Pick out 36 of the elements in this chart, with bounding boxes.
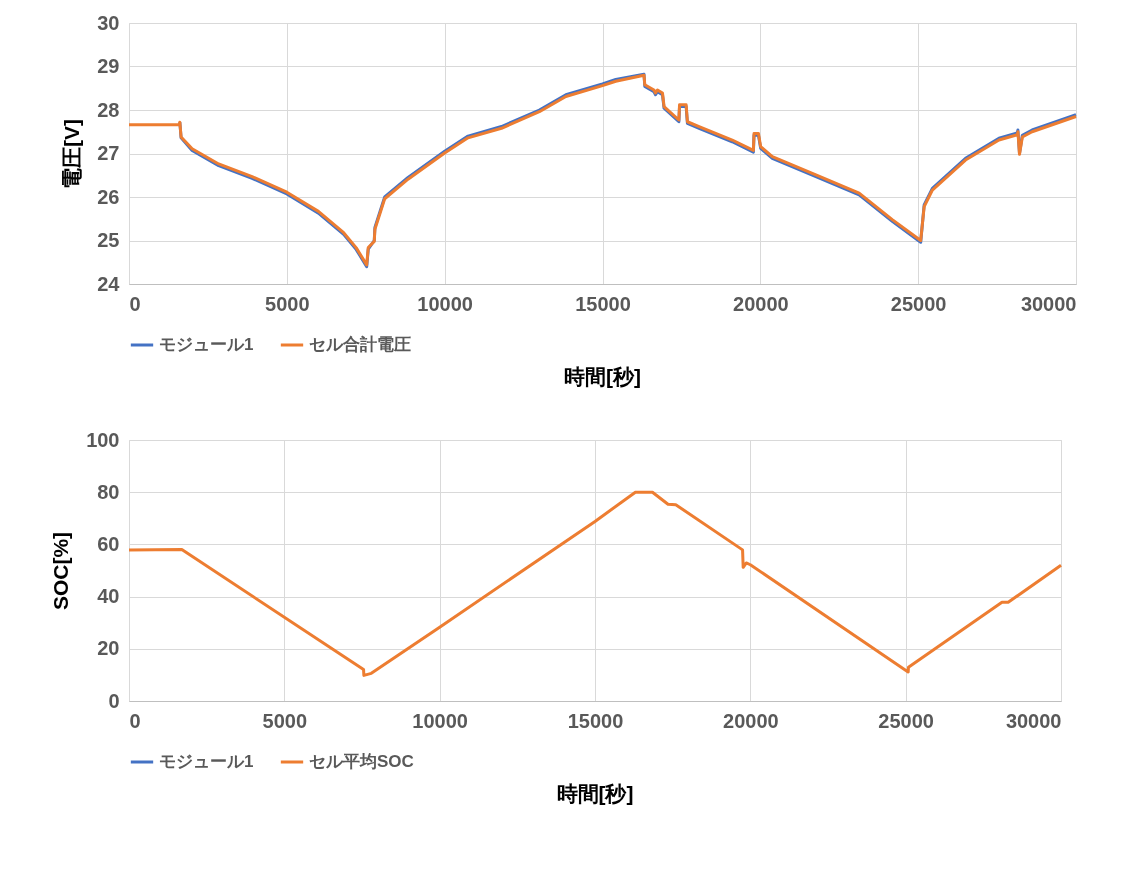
line-series xyxy=(127,490,1063,677)
y-tick-label: 40 xyxy=(97,585,120,608)
y-tick-label: 24 xyxy=(97,272,121,295)
x-axis-title: 時間[秒] xyxy=(556,782,634,805)
x-tick-label: 30000 xyxy=(1020,292,1077,315)
x-tick-label: 25000 xyxy=(890,292,947,315)
x-tick-label: 10000 xyxy=(417,292,473,315)
x-tick-label: 10000 xyxy=(412,709,468,732)
x-tick-label: 15000 xyxy=(567,709,624,732)
legend-label: セル平均SOC xyxy=(309,752,414,771)
legend-label: モジュール1 xyxy=(159,335,254,354)
x-axis-title: 時間[秒] xyxy=(564,365,641,388)
y-tick-label: 20 xyxy=(97,637,120,660)
x-tick-label: 5000 xyxy=(262,709,308,732)
x-tick-label: 5000 xyxy=(265,292,310,315)
x-tick-label: 15000 xyxy=(575,292,631,315)
y-tick-label: 0 xyxy=(108,689,120,712)
y-tick-label: 28 xyxy=(97,98,120,121)
y-axis-title: 電圧[V] xyxy=(60,119,84,189)
x-tick-label: 30000 xyxy=(1005,709,1062,732)
legend-label: セル合計電圧 xyxy=(309,335,411,354)
y-tick-label: 100 xyxy=(86,428,120,451)
y-tick-label: 29 xyxy=(97,55,120,77)
y-tick-label: 60 xyxy=(97,532,120,555)
y-tick-label: 80 xyxy=(97,480,120,503)
y-tick-label: 27 xyxy=(97,142,120,164)
x-tick-label: 0 xyxy=(129,709,141,732)
y-axis-title: SOC[%] xyxy=(49,531,73,611)
x-tick-label: 20000 xyxy=(723,709,779,732)
y-tick-label: 30 xyxy=(97,11,120,34)
x-tick-label: 25000 xyxy=(878,709,934,732)
x-tick-label: 0 xyxy=(129,292,141,315)
x-tick-label: 20000 xyxy=(733,292,789,315)
y-tick-label: 26 xyxy=(97,185,120,208)
y-tick-label: 25 xyxy=(97,229,120,251)
legend-label: モジュール1 xyxy=(159,752,254,771)
